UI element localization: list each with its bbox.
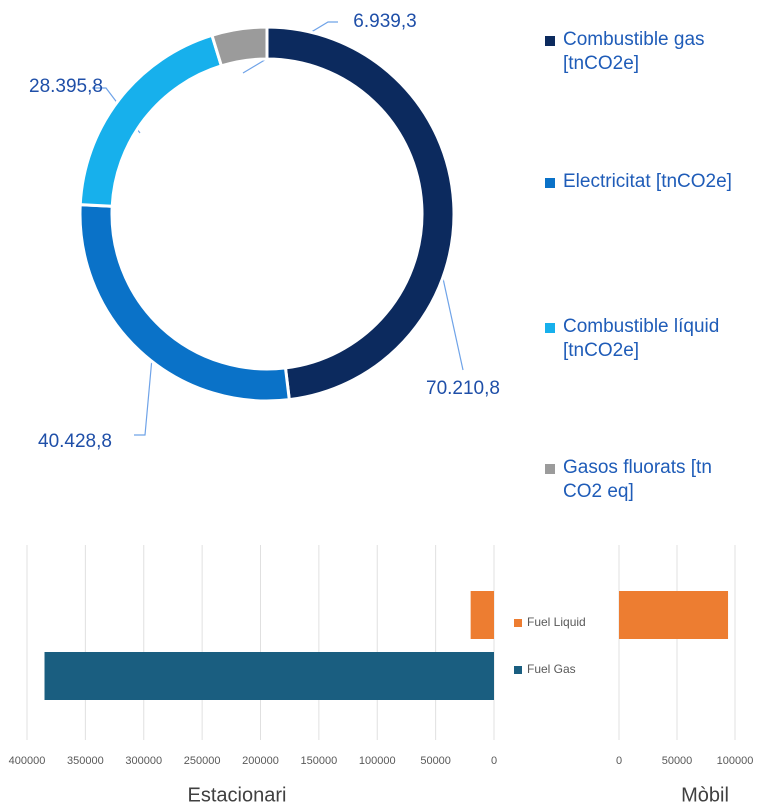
donut-slice [78, 33, 224, 208]
bar [44, 652, 494, 700]
x-tick-label: 50000 [420, 755, 451, 767]
legend-swatch [514, 619, 522, 627]
legend-swatch [545, 178, 555, 188]
legend-swatch [545, 323, 555, 333]
x-tick-label: 100000 [359, 755, 396, 767]
legend-label: Electricitat [tnCO2e] [563, 171, 732, 192]
data-label: 70.210,8 [426, 378, 500, 399]
legend-swatch [545, 464, 555, 474]
x-tick-label: 350000 [67, 755, 104, 767]
legend-item: Combustible líquid [tnCO2e] [545, 315, 733, 363]
x-tick-label: 0 [491, 755, 497, 767]
legend-label: Gasos fluorats [tn CO2 eq] [563, 457, 712, 502]
donut-slice [78, 203, 291, 403]
legend-label: Fuel Liquid [527, 615, 586, 629]
x-tick-label: 400000 [9, 755, 46, 767]
data-label: 28.395,8 [29, 76, 103, 97]
x-tick-label: 300000 [125, 755, 162, 767]
legend-swatch [514, 666, 522, 674]
x-tick-label: 200000 [242, 755, 279, 767]
legend-label: Fuel Gas [527, 662, 576, 676]
legend-label: Combustible gas [tnCO2e] [563, 29, 705, 74]
panel-title: Mòbil [681, 784, 729, 806]
panel-title: Estacionari [188, 784, 287, 806]
legend-item: Electricitat [tnCO2e] [545, 170, 733, 194]
x-tick-label: 50000 [662, 755, 693, 767]
bar [470, 591, 494, 639]
x-tick-label: 0 [616, 755, 622, 767]
bar [619, 591, 729, 639]
data-label: 6.939,3 [353, 11, 416, 32]
legend-label: Combustible líquid [tnCO2e] [563, 316, 720, 361]
x-tick-label: 250000 [184, 755, 221, 767]
data-label: 40.428,8 [38, 431, 112, 452]
legend-swatch [545, 36, 555, 46]
legend-item: Gasos fluorats [tn CO2 eq] [545, 456, 733, 504]
x-tick-label: 150000 [301, 755, 338, 767]
x-tick-label: 100000 [717, 755, 754, 767]
donut-slice [210, 25, 269, 68]
legend-item: Combustible gas [tnCO2e] [545, 28, 733, 76]
donut-slice [265, 25, 456, 402]
